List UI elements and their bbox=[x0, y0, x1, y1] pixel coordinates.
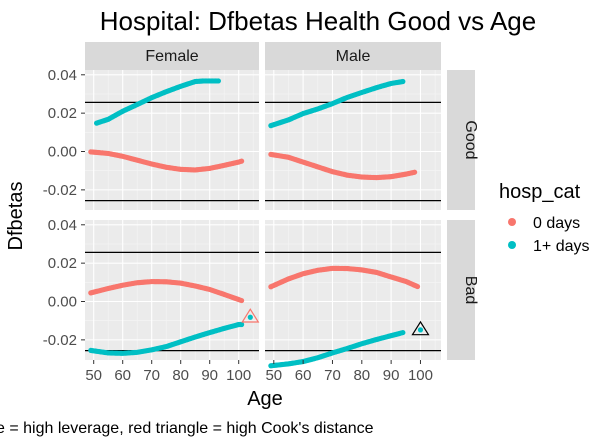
x-tick-label: 70 bbox=[143, 367, 160, 384]
strip-female bbox=[85, 42, 259, 70]
data-point bbox=[215, 78, 221, 84]
legend-title: hosp_cat bbox=[499, 181, 581, 203]
y-tick-label: -0.02 bbox=[43, 332, 77, 349]
legend: hosp_cat 0 days 1+ days bbox=[499, 181, 589, 255]
data-point bbox=[239, 297, 245, 304]
data-point bbox=[400, 329, 406, 336]
legend-label-1plus-days: 1+ days bbox=[533, 238, 589, 255]
x-tick-label: 50 bbox=[85, 367, 102, 384]
legend-label-0-days: 0 days bbox=[533, 215, 580, 232]
panel-female-bad-series-0-days bbox=[88, 278, 245, 304]
x-tick-label: 60 bbox=[114, 367, 131, 384]
data-point bbox=[239, 158, 245, 164]
legend-swatch-1plus-days bbox=[508, 241, 516, 249]
data-point bbox=[239, 321, 245, 328]
y-tick-label: 0.04 bbox=[48, 67, 77, 84]
strip-bad bbox=[447, 220, 475, 360]
data-point bbox=[412, 169, 418, 175]
row-strips: Good Bad bbox=[447, 70, 479, 360]
x-axis-title: Age bbox=[247, 388, 283, 410]
y-tick-label: 0.00 bbox=[48, 294, 77, 311]
data-point bbox=[400, 78, 406, 85]
y-axis-title: Dfbetas bbox=[5, 182, 27, 251]
x-tick-label: 80 bbox=[172, 367, 189, 384]
panel-female-bad bbox=[85, 220, 260, 360]
panel-female-good-series-1-days bbox=[94, 78, 221, 126]
panel-male-good bbox=[265, 70, 441, 210]
x-tick-label: 90 bbox=[383, 367, 400, 384]
marked-data-point bbox=[417, 327, 424, 333]
strip-bad-label: Bad bbox=[462, 276, 479, 304]
y-tick-label: 0.02 bbox=[48, 255, 77, 272]
y-tick-label: -0.02 bbox=[43, 182, 77, 199]
panel-female-good bbox=[85, 70, 259, 210]
panels bbox=[85, 70, 441, 369]
strip-good-label: Good bbox=[462, 120, 479, 159]
x-tick-label: 100 bbox=[226, 367, 251, 384]
panel-female-bad-series-1-days bbox=[88, 321, 245, 356]
y-tick-label: 0.04 bbox=[48, 217, 77, 234]
data-point bbox=[414, 283, 421, 290]
x-tick-label: 50 bbox=[265, 367, 282, 384]
axes: -0.02 0.00 0.02 0.04 -0.02 0.00 0.02 0.04 50 60 70… bbox=[43, 67, 433, 384]
black-triangle-marker bbox=[411, 320, 430, 336]
strip-male-label: Male bbox=[336, 48, 371, 65]
x-tick-label: 70 bbox=[324, 367, 341, 384]
marked-data-point bbox=[247, 314, 253, 320]
panel-female-good-background bbox=[85, 70, 259, 210]
legend-swatch-0-days bbox=[508, 218, 516, 226]
panel-female-good-series-0-days bbox=[88, 149, 245, 173]
panel-male-bad-series-1-days bbox=[268, 329, 406, 369]
x-tick-label: 80 bbox=[353, 367, 370, 384]
column-strips: Female Male bbox=[85, 42, 441, 70]
x-tick-label: 90 bbox=[201, 367, 218, 384]
panel-female-bad-background bbox=[85, 220, 259, 360]
panel-male-bad bbox=[265, 220, 441, 369]
panel-male-good-background bbox=[265, 70, 441, 210]
strip-female-label: Female bbox=[145, 48, 198, 65]
x-tick-label: 60 bbox=[295, 367, 312, 384]
panel-male-bad-background bbox=[265, 220, 441, 360]
chart-title: Hospital: Dfbetas Health Good vs Age bbox=[100, 6, 536, 36]
red-triangle-marker bbox=[241, 308, 260, 323]
y-tick-label: 0.02 bbox=[48, 105, 77, 122]
strip-good bbox=[447, 70, 475, 210]
x-tick-label: 100 bbox=[408, 367, 433, 384]
panel-male-good-series-0-days bbox=[268, 151, 418, 181]
y-tick-label: 0.00 bbox=[48, 144, 77, 161]
caption: e = high leverage, red triangle = high C… bbox=[0, 420, 374, 437]
strip-male bbox=[265, 42, 441, 70]
panel-male-good-series-1-days bbox=[268, 78, 406, 129]
panel-male-bad-series-0-days bbox=[268, 265, 421, 290]
